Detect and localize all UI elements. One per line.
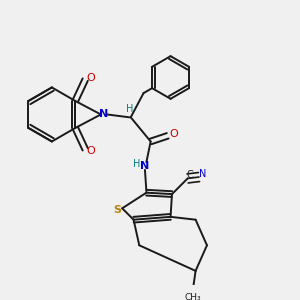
Text: N: N xyxy=(140,161,150,171)
Text: O: O xyxy=(86,146,95,156)
Text: H: H xyxy=(133,159,140,169)
Text: S: S xyxy=(113,205,121,215)
Text: N: N xyxy=(199,169,206,179)
Text: C: C xyxy=(186,170,193,180)
Text: H: H xyxy=(126,104,133,114)
Text: O: O xyxy=(86,73,95,83)
Text: CH₃: CH₃ xyxy=(184,292,201,300)
Text: N: N xyxy=(98,110,108,119)
Text: O: O xyxy=(169,128,178,139)
